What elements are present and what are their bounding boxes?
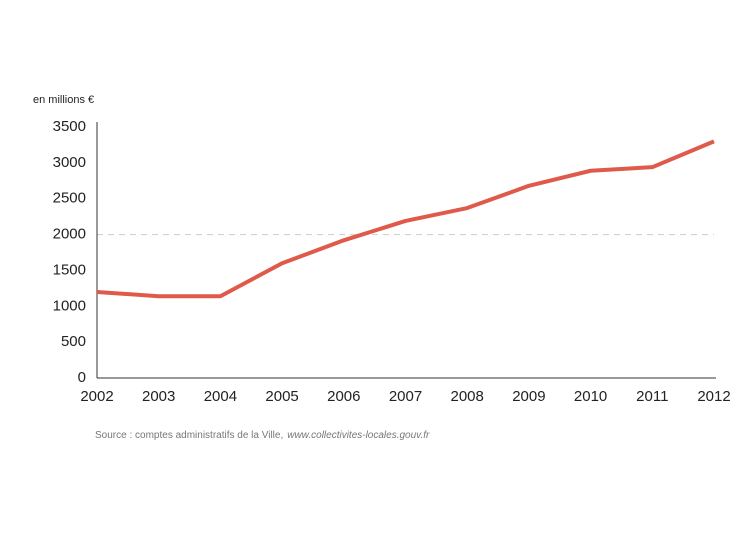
- line-series: [96, 139, 715, 299]
- source-text: Source : comptes administratifs de la Vi…: [95, 430, 283, 441]
- x-tick-label: 2006: [327, 388, 360, 405]
- y-tick-label: 1500: [53, 261, 86, 278]
- source-note: Source : comptes administratifs de la Vi…: [95, 430, 430, 441]
- source-link: www.collectivites-locales.gouv.fr: [287, 430, 430, 441]
- x-tick-label: 2010: [574, 388, 607, 405]
- x-tick-label: 2011: [636, 388, 668, 405]
- y-tick-label: 1000: [53, 297, 86, 314]
- x-tick-label: 2003: [142, 388, 175, 405]
- y-tick-label: 2500: [53, 190, 86, 207]
- y-axis-label: en millions €: [33, 94, 94, 106]
- x-tick-label: 2005: [265, 388, 298, 405]
- x-tick-label: 2008: [451, 388, 484, 405]
- y-tick-label: 2000: [53, 226, 86, 243]
- x-tick-label: 2007: [389, 388, 422, 405]
- y-tick-label: 3000: [53, 154, 86, 171]
- x-tick-label: 2012: [697, 388, 730, 405]
- y-tick-label: 3500: [53, 118, 86, 135]
- x-tick-label: 2002: [80, 388, 113, 405]
- y-tick-label: 0: [78, 369, 86, 386]
- y-tick-label: 500: [61, 333, 86, 350]
- x-tick-label: 2004: [204, 388, 237, 405]
- x-tick-label: 2009: [512, 388, 545, 405]
